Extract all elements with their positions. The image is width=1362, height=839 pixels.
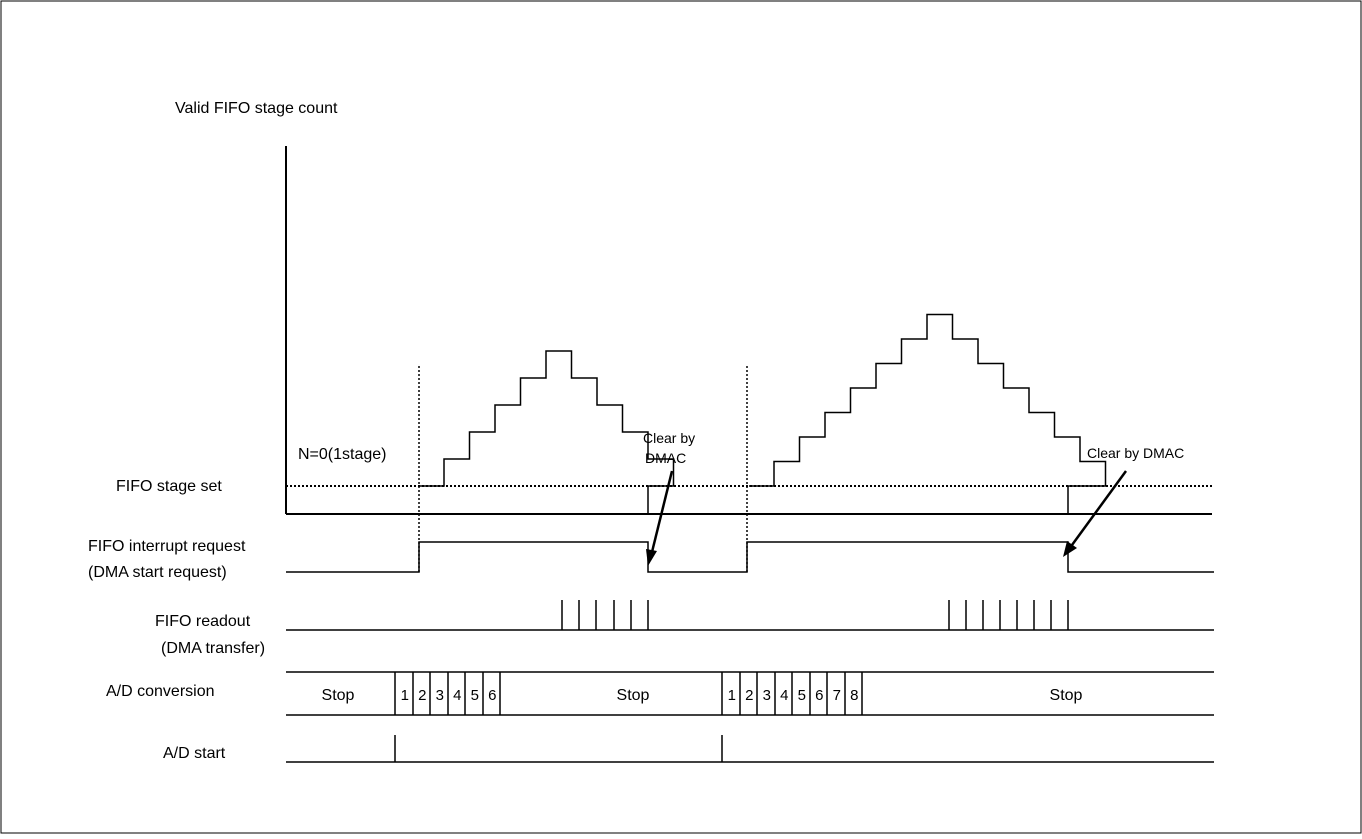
fifo-count-staircase-1 xyxy=(419,350,675,514)
fifo-readout-label-1: FIFO readout xyxy=(155,613,251,630)
fifo-stage-set-label: FIFO stage set xyxy=(116,478,222,495)
ad-cell-2-4: 4 xyxy=(780,687,788,704)
ad-cell-2-3: 3 xyxy=(763,687,771,704)
n-setting-label: N=0(1stage) xyxy=(298,446,387,463)
ad-cell-1-1: 1 xyxy=(401,687,409,704)
fifo-interrupt-waveform xyxy=(286,541,1214,573)
ad-cell-2-7: 7 xyxy=(833,687,841,704)
fifo-count-staircase-2 xyxy=(749,313,1107,514)
ad-conversion-label: A/D conversion xyxy=(106,683,215,700)
ad-cell-1-5: 5 xyxy=(471,687,479,704)
ad-cell-2-8: 8 xyxy=(850,687,858,704)
fifo-readout-pulses xyxy=(561,600,1069,630)
ad-stop-1: Stop xyxy=(322,687,355,704)
y-axis-title: Valid FIFO stage count xyxy=(175,100,338,117)
ad-cell-1-2: 2 xyxy=(418,687,426,704)
clear-arrow-2-head xyxy=(1063,541,1077,557)
clear-arrow-2 xyxy=(1070,470,1128,546)
fifo-interrupt-label-1: FIFO interrupt request xyxy=(88,538,246,555)
fifo-interrupt-label-2: (DMA start request) xyxy=(88,564,227,581)
clear-by-dmac-1-line1: Clear by xyxy=(643,430,695,446)
ad-cell-1-6: 6 xyxy=(488,687,496,704)
ad-cell-2-6: 6 xyxy=(815,687,823,704)
ad-stop-2: Stop xyxy=(617,687,650,704)
ad-cell-1-3: 3 xyxy=(436,687,444,704)
ad-stop-3: Stop xyxy=(1050,687,1083,704)
ad-start-label: A/D start xyxy=(163,745,226,762)
clear-by-dmac-1-line2: DMAC xyxy=(645,450,686,466)
ad-cell-2-2: 2 xyxy=(745,687,753,704)
ad-cell-2-5: 5 xyxy=(798,687,806,704)
ad-cell-2-1: 1 xyxy=(728,687,736,704)
ad-cell-1-4: 4 xyxy=(453,687,461,704)
fifo-readout-label-2: (DMA transfer) xyxy=(161,640,265,657)
ad-conversion-cells: Stop 1 2 3 4 5 6 Stop 1 2 3 4 5 6 7 8 Stop xyxy=(322,672,1083,715)
clear-by-dmac-2: Clear by DMAC xyxy=(1087,445,1184,461)
clear-arrow-1 xyxy=(650,470,674,553)
